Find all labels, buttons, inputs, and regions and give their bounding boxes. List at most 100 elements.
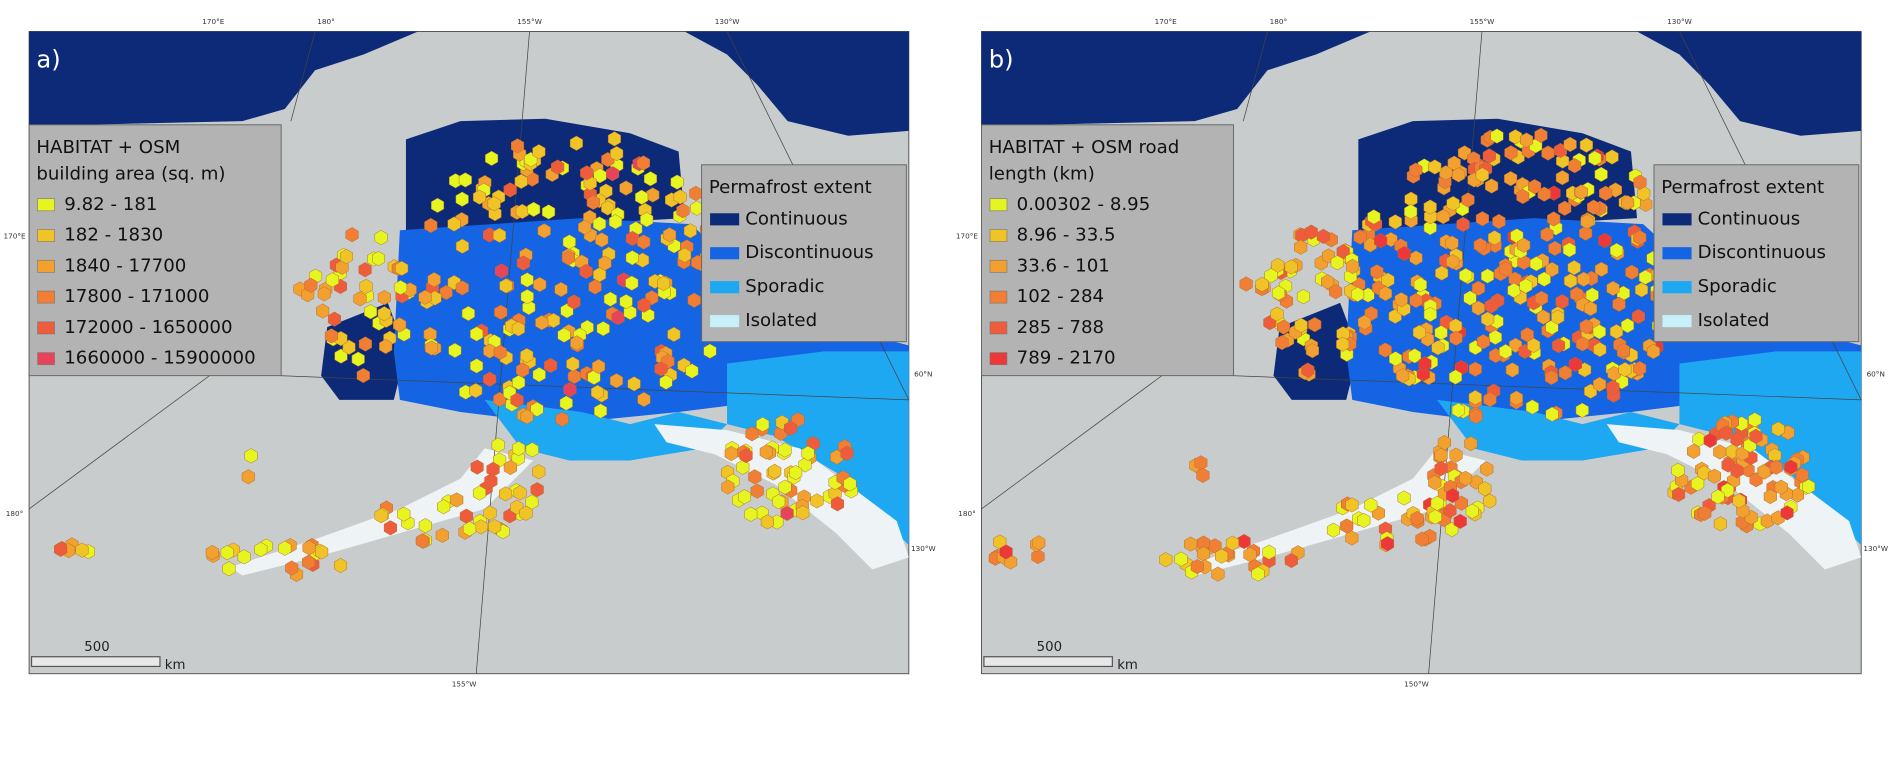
legend-label: Discontinuous	[745, 242, 873, 263]
hex-cell	[1555, 170, 1569, 186]
hex-cell	[492, 227, 507, 243]
hex-cell	[1239, 276, 1253, 292]
hex-cell	[796, 505, 810, 521]
hex-cell	[415, 533, 429, 549]
hex-cell	[1570, 286, 1584, 302]
hex-cell	[627, 376, 641, 392]
hex-cell	[1214, 548, 1229, 564]
hex-cell	[657, 275, 671, 291]
hex-cell	[461, 305, 475, 322]
hex-cell	[637, 234, 651, 250]
hex-cell	[563, 382, 577, 398]
hex-cell	[703, 343, 717, 359]
legend-title: length (km)	[989, 163, 1095, 184]
hex-cell	[316, 303, 330, 319]
hex-cell	[1271, 285, 1286, 301]
hex-cell	[494, 304, 508, 320]
legend-label: 9.82 - 181	[64, 194, 157, 215]
hex-cell	[654, 361, 668, 377]
hex-cell	[1575, 402, 1589, 418]
hex-cell	[535, 315, 549, 331]
legend-swatch	[37, 290, 55, 304]
hex-cell	[427, 272, 441, 288]
hex-cell	[379, 338, 393, 354]
scale-unit: km	[1117, 658, 1138, 673]
hex-cell	[1473, 237, 1487, 253]
hex-cell	[54, 541, 68, 557]
hex-cell	[1527, 337, 1541, 354]
hex-cell	[840, 445, 854, 461]
hex-cell	[1579, 225, 1593, 241]
hex-cell	[1459, 470, 1473, 486]
hex-cell	[798, 457, 812, 473]
hex-cell	[1528, 179, 1542, 195]
hex-cell	[1749, 428, 1763, 444]
isolated-zone	[654, 424, 909, 570]
hex-cell	[512, 374, 526, 391]
hex-cell	[1357, 512, 1371, 528]
legend-swatch	[1662, 281, 1692, 294]
hex-cell	[1499, 261, 1513, 277]
hex-cell	[393, 279, 408, 296]
hex-cell	[488, 519, 502, 535]
hex-cell	[1409, 162, 1423, 178]
hex-cell	[1593, 376, 1607, 392]
hex-cell	[1296, 289, 1310, 305]
hex-cell	[1616, 342, 1630, 358]
hex-cell	[1412, 324, 1426, 340]
hex-cell	[205, 544, 219, 561]
graticule-label: 155°W	[1470, 17, 1495, 26]
hex-cell	[569, 135, 583, 151]
hex-cell	[1580, 213, 1594, 230]
hex-cell	[637, 391, 651, 408]
hex-cell	[324, 328, 338, 344]
hex-cell	[1606, 280, 1620, 296]
legend-label: 285 - 788	[1017, 317, 1104, 338]
hex-cell	[1255, 276, 1269, 292]
hex-cell	[1485, 178, 1499, 194]
hex-cell	[1449, 330, 1463, 346]
continuous-zone	[981, 31, 1371, 127]
graticule-label: 170°E	[202, 17, 225, 26]
hex-cell	[1771, 421, 1785, 437]
hex-cell	[520, 347, 534, 364]
hex-cell	[377, 290, 391, 306]
legend-label: 0.00302 - 8.95	[1017, 194, 1151, 215]
hex-cell	[1428, 475, 1442, 491]
graticule-line	[1242, 31, 1268, 122]
scale-bar	[30, 656, 161, 668]
hex-cell	[999, 544, 1013, 560]
graticule-label: 170°E	[4, 231, 27, 240]
hex-cell	[810, 493, 824, 509]
hex-cell	[566, 356, 580, 372]
hex-cell	[447, 216, 461, 232]
hex-cell	[1592, 324, 1606, 340]
hex-cell	[1471, 280, 1485, 296]
legend-swatch	[1662, 315, 1692, 328]
hex-cell	[1409, 292, 1423, 309]
hex-cell	[1544, 369, 1559, 385]
hex-cell	[1621, 318, 1635, 334]
graticule-label: 60°N	[1867, 369, 1885, 378]
hex-cell	[377, 306, 391, 322]
hex-cell	[1537, 271, 1551, 287]
hex-cell	[598, 255, 612, 271]
hex-cell	[372, 251, 385, 267]
hex-cell	[513, 485, 527, 501]
hex-cell	[1431, 340, 1445, 356]
graticule-label: 180°	[317, 17, 335, 26]
graticule-label: 130°W	[911, 544, 936, 553]
isolated-zone	[1606, 424, 1862, 570]
hex-cell	[1456, 216, 1470, 232]
hex-cell	[1483, 391, 1497, 408]
hex-cell	[437, 499, 451, 515]
hex-cell	[1478, 481, 1492, 497]
hex-cell	[1719, 425, 1733, 441]
hex-cell	[511, 321, 525, 337]
hex-cell	[1174, 551, 1188, 567]
hex-cell	[1351, 286, 1365, 302]
hex-cell	[1583, 300, 1598, 317]
hex-cell	[635, 189, 649, 205]
